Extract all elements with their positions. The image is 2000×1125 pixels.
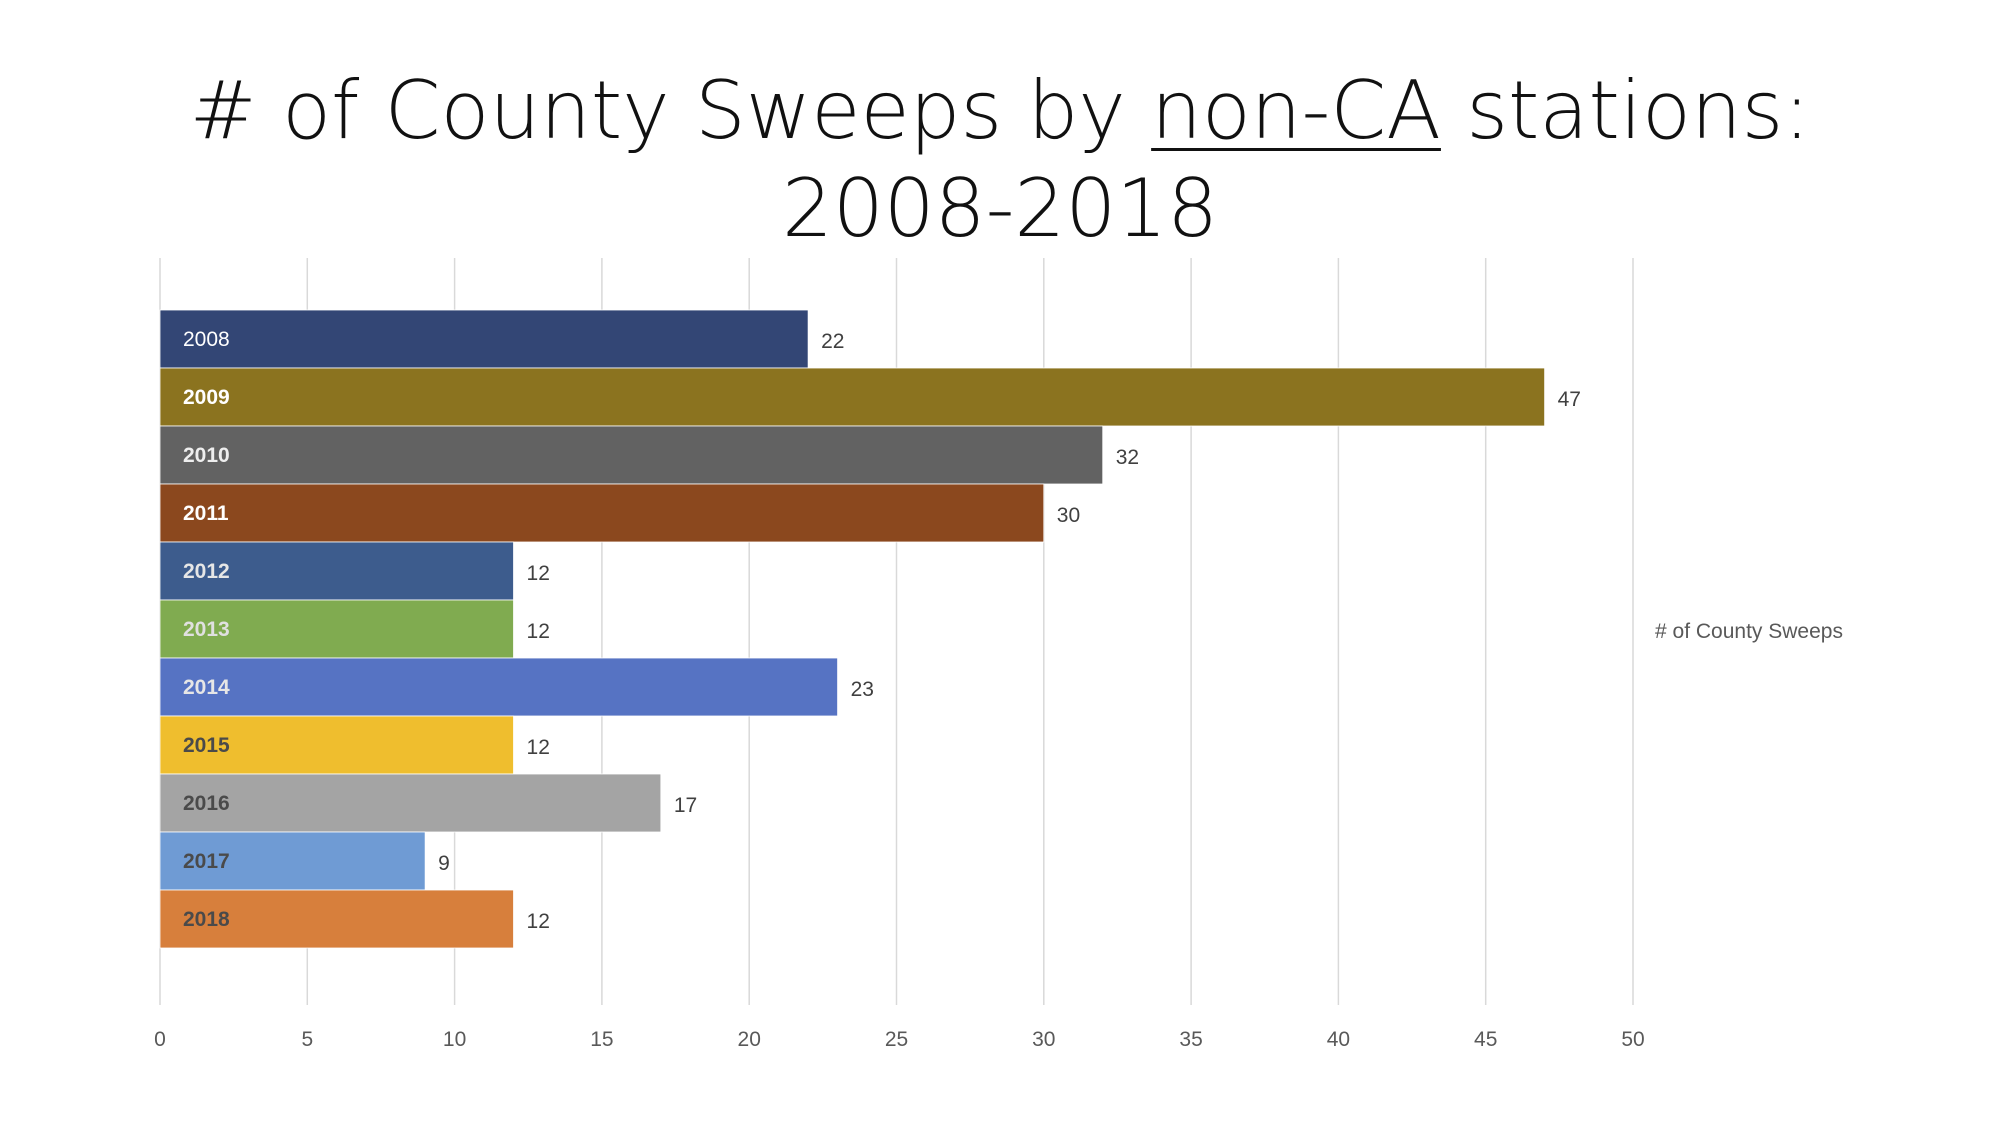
data-label: 23 bbox=[851, 678, 874, 701]
legend-label: # of County Sweeps bbox=[1655, 620, 1843, 643]
data-label: 12 bbox=[527, 562, 550, 585]
bar-2017 bbox=[159, 831, 426, 891]
category-label: 2009 bbox=[183, 386, 230, 409]
data-label: 12 bbox=[527, 910, 550, 933]
chart-title-line2: 2008-2018 bbox=[781, 162, 1219, 255]
title-text-prefix: # of County Sweeps by bbox=[189, 64, 1152, 157]
chart-title-line1: # of County Sweeps by non-CA stations: bbox=[0, 62, 2000, 160]
data-label: 17 bbox=[674, 794, 697, 817]
bar-2013 bbox=[159, 599, 514, 659]
category-label: 2008 bbox=[183, 328, 230, 351]
bar-2010 bbox=[159, 425, 1104, 485]
chart-title: # of County Sweeps by non-CA stations: 2… bbox=[0, 62, 2000, 258]
category-label: 2016 bbox=[183, 792, 230, 815]
category-label: 2018 bbox=[183, 908, 230, 931]
bar-2011 bbox=[159, 483, 1045, 543]
data-label: 22 bbox=[821, 330, 844, 353]
data-label: 12 bbox=[527, 620, 550, 643]
bar-2008 bbox=[159, 309, 809, 369]
category-label: 2015 bbox=[183, 734, 230, 757]
data-label: 30 bbox=[1057, 504, 1080, 527]
bar-2015 bbox=[159, 715, 514, 775]
x-tick-label: 30 bbox=[1032, 1028, 1055, 1051]
data-label: 12 bbox=[527, 736, 550, 759]
data-label: 9 bbox=[438, 852, 450, 875]
category-label: 2014 bbox=[183, 676, 230, 699]
x-tick-label: 35 bbox=[1179, 1028, 1202, 1051]
x-tick-label: 5 bbox=[301, 1028, 313, 1051]
x-tick-label: 50 bbox=[1621, 1028, 1644, 1051]
x-tick-label: 25 bbox=[885, 1028, 908, 1051]
bar-2018 bbox=[159, 889, 514, 949]
x-tick-label: 40 bbox=[1327, 1028, 1350, 1051]
category-label: 2011 bbox=[183, 502, 229, 525]
x-tick-label: 20 bbox=[738, 1028, 761, 1051]
bar-2009 bbox=[159, 367, 1546, 427]
data-label: 47 bbox=[1558, 388, 1581, 411]
category-label: 2013 bbox=[183, 618, 230, 641]
bar-2014 bbox=[159, 657, 838, 717]
x-tick-label: 45 bbox=[1474, 1028, 1497, 1051]
bar-2016 bbox=[159, 773, 662, 833]
x-tick-label: 0 bbox=[154, 1028, 166, 1051]
data-label: 32 bbox=[1116, 446, 1139, 469]
bar-2012 bbox=[159, 541, 514, 601]
x-tick-label: 10 bbox=[443, 1028, 466, 1051]
category-label: 2010 bbox=[183, 444, 230, 467]
category-label: 2012 bbox=[183, 560, 230, 583]
category-label: 2017 bbox=[183, 850, 230, 873]
x-tick-label: 15 bbox=[590, 1028, 613, 1051]
title-text-underlined: non-CA bbox=[1151, 64, 1441, 157]
title-text-suffix: stations: bbox=[1440, 64, 1811, 157]
